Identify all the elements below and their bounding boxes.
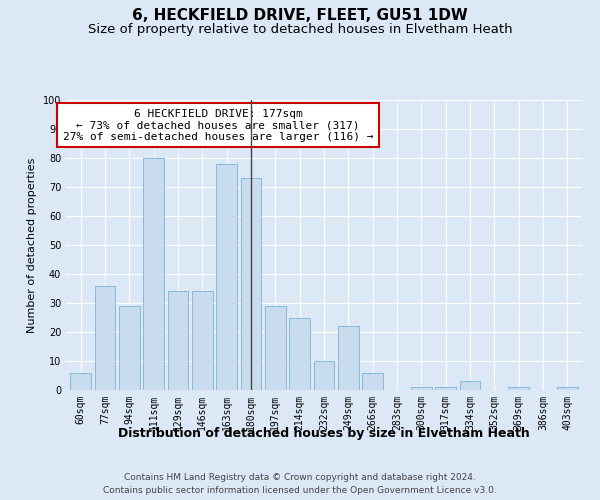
Bar [338,326,359,390]
Text: Contains HM Land Registry data © Crown copyright and database right 2024.
Contai: Contains HM Land Registry data © Crown c… [103,474,497,495]
Text: 6, HECKFIELD DRIVE, FLEET, GU51 1DW: 6, HECKFIELD DRIVE, FLEET, GU51 1DW [132,8,468,22]
Bar [95,286,115,390]
Bar [241,178,262,390]
Bar [265,306,286,390]
Bar [143,158,164,390]
Bar [314,361,334,390]
Bar [411,387,432,390]
Bar [460,382,481,390]
Bar [167,292,188,390]
Text: Size of property relative to detached houses in Elvetham Heath: Size of property relative to detached ho… [88,22,512,36]
Bar [557,387,578,390]
Bar [436,387,456,390]
Text: Distribution of detached houses by size in Elvetham Heath: Distribution of detached houses by size … [118,428,530,440]
Bar [362,372,383,390]
Bar [216,164,237,390]
Bar [70,372,91,390]
Y-axis label: Number of detached properties: Number of detached properties [27,158,37,332]
Bar [192,292,212,390]
Bar [289,318,310,390]
Text: 6 HECKFIELD DRIVE: 177sqm
← 73% of detached houses are smaller (317)
27% of semi: 6 HECKFIELD DRIVE: 177sqm ← 73% of detac… [63,108,373,142]
Bar [119,306,140,390]
Bar [508,387,529,390]
